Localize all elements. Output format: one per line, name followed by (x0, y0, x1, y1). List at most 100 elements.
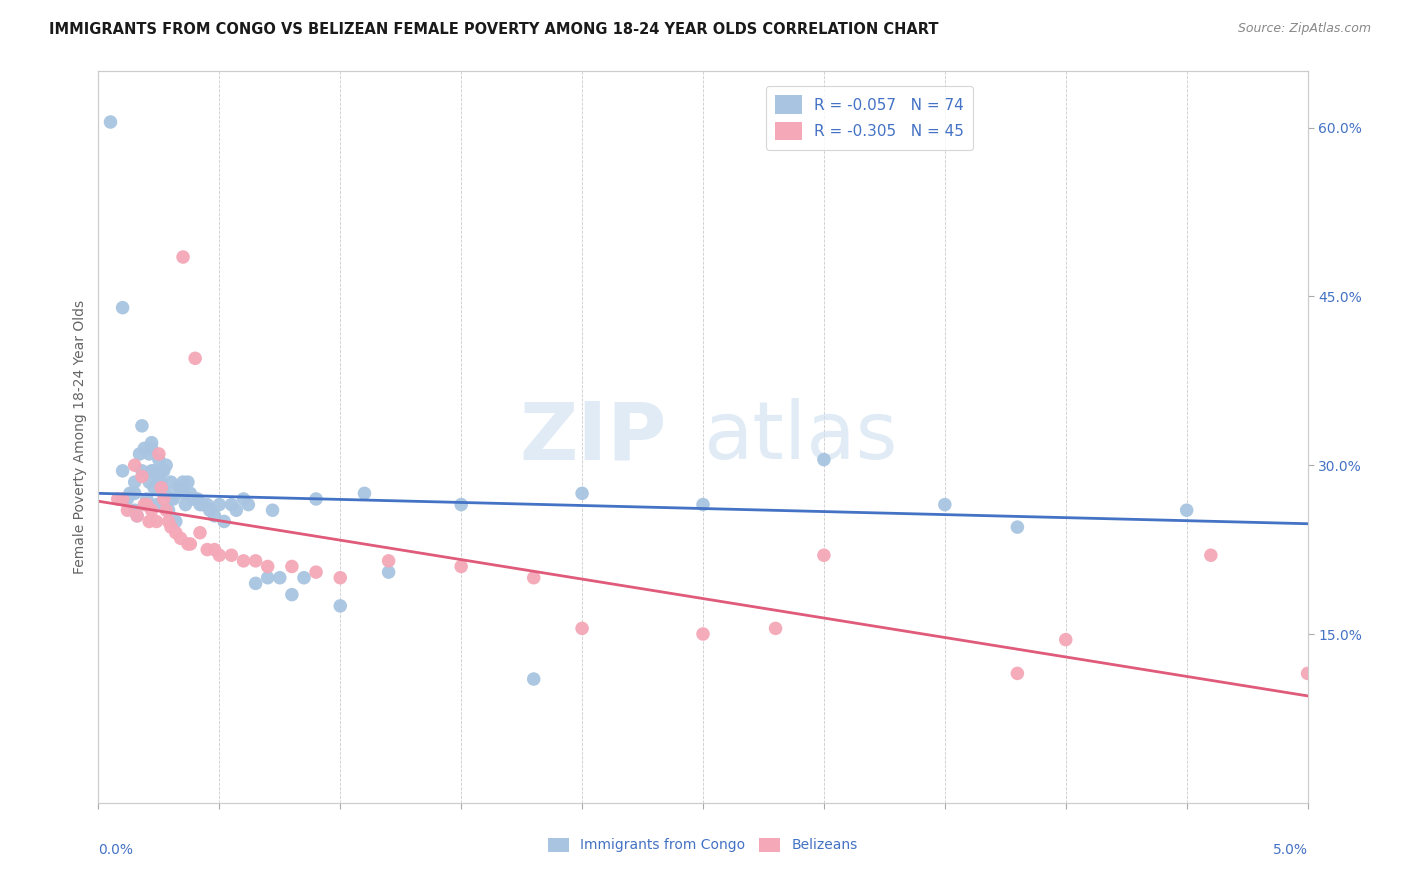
Point (179, 537, 201, 551)
Point (145, 498, 167, 512)
Point (152, 464, 174, 478)
Point (172, 250, 194, 264)
Point (571, 621, 593, 635)
Legend: Immigrants from Congo, Belizeans: Immigrants from Congo, Belizeans (543, 832, 863, 858)
Point (167, 481, 190, 495)
Point (107, 491, 129, 506)
Point (172, 475, 194, 489)
Point (131, 469, 153, 483)
Point (281, 559, 304, 574)
Point (692, 498, 714, 512)
Point (262, 503, 284, 517)
Point (138, 447, 160, 461)
Point (353, 486, 375, 500)
Point (208, 498, 231, 512)
Point (160, 491, 183, 506)
Text: ZIP: ZIP (519, 398, 666, 476)
Point (232, 491, 254, 506)
Point (145, 515, 167, 529)
Point (1007, 520, 1029, 534)
Point (692, 627, 714, 641)
Point (174, 498, 197, 512)
Point (134, 442, 156, 456)
Point (141, 464, 163, 478)
Point (150, 481, 173, 495)
Point (117, 503, 139, 517)
Point (148, 452, 170, 467)
Point (305, 565, 328, 579)
Point (127, 508, 149, 523)
Point (281, 588, 304, 602)
Point (135, 498, 157, 512)
Point (813, 452, 835, 467)
Point (135, 498, 157, 512)
Point (143, 481, 166, 495)
Point (195, 542, 218, 557)
Point (305, 491, 328, 506)
Point (377, 565, 399, 579)
Point (150, 464, 173, 478)
Point (1054, 632, 1077, 647)
Point (148, 475, 170, 489)
Point (181, 491, 204, 506)
Point (128, 447, 150, 461)
Point (269, 571, 291, 585)
Point (329, 599, 352, 613)
Point (450, 559, 472, 574)
Point (225, 503, 247, 517)
Point (155, 503, 177, 517)
Point (245, 554, 267, 568)
Point (162, 491, 184, 506)
Point (118, 486, 141, 500)
Point (245, 576, 267, 591)
Point (124, 503, 146, 517)
Point (150, 475, 173, 489)
Point (238, 498, 260, 512)
Point (188, 498, 211, 512)
Point (212, 515, 235, 529)
Point (143, 464, 166, 478)
Point (165, 525, 187, 540)
Point (141, 442, 163, 456)
Point (256, 571, 278, 585)
Point (148, 447, 170, 461)
Point (111, 301, 134, 315)
Point (188, 525, 211, 540)
Point (124, 475, 146, 489)
Text: Source: ZipAtlas.com: Source: ZipAtlas.com (1237, 22, 1371, 36)
Point (117, 491, 139, 506)
Point (221, 498, 243, 512)
Point (450, 498, 472, 512)
Point (131, 418, 153, 433)
Point (165, 515, 187, 529)
Point (141, 435, 163, 450)
Point (195, 498, 218, 512)
Point (111, 464, 134, 478)
Point (111, 491, 134, 506)
Point (329, 571, 352, 585)
Point (232, 554, 254, 568)
Point (134, 498, 156, 512)
Point (198, 503, 221, 517)
Point (191, 498, 214, 512)
Point (184, 351, 207, 366)
Text: 0.0%: 0.0% (98, 843, 134, 857)
Point (765, 621, 787, 635)
Point (377, 554, 399, 568)
Point (169, 532, 191, 546)
Point (813, 548, 835, 562)
Point (131, 464, 153, 478)
Point (172, 486, 194, 500)
Text: IMMIGRANTS FROM CONGO VS BELIZEAN FEMALE POVERTY AMONG 18-24 YEAR OLDS CORRELATI: IMMIGRANTS FROM CONGO VS BELIZEAN FEMALE… (49, 22, 939, 37)
Point (157, 503, 180, 517)
Point (138, 475, 160, 489)
Point (157, 515, 180, 529)
Text: 5.0%: 5.0% (1272, 843, 1308, 857)
Y-axis label: Female Poverty Among 18-24 Year Olds: Female Poverty Among 18-24 Year Olds (73, 300, 87, 574)
Point (1175, 503, 1198, 517)
Point (523, 571, 546, 585)
Point (187, 491, 209, 506)
Point (124, 458, 146, 473)
Point (141, 503, 163, 517)
Point (135, 491, 157, 506)
